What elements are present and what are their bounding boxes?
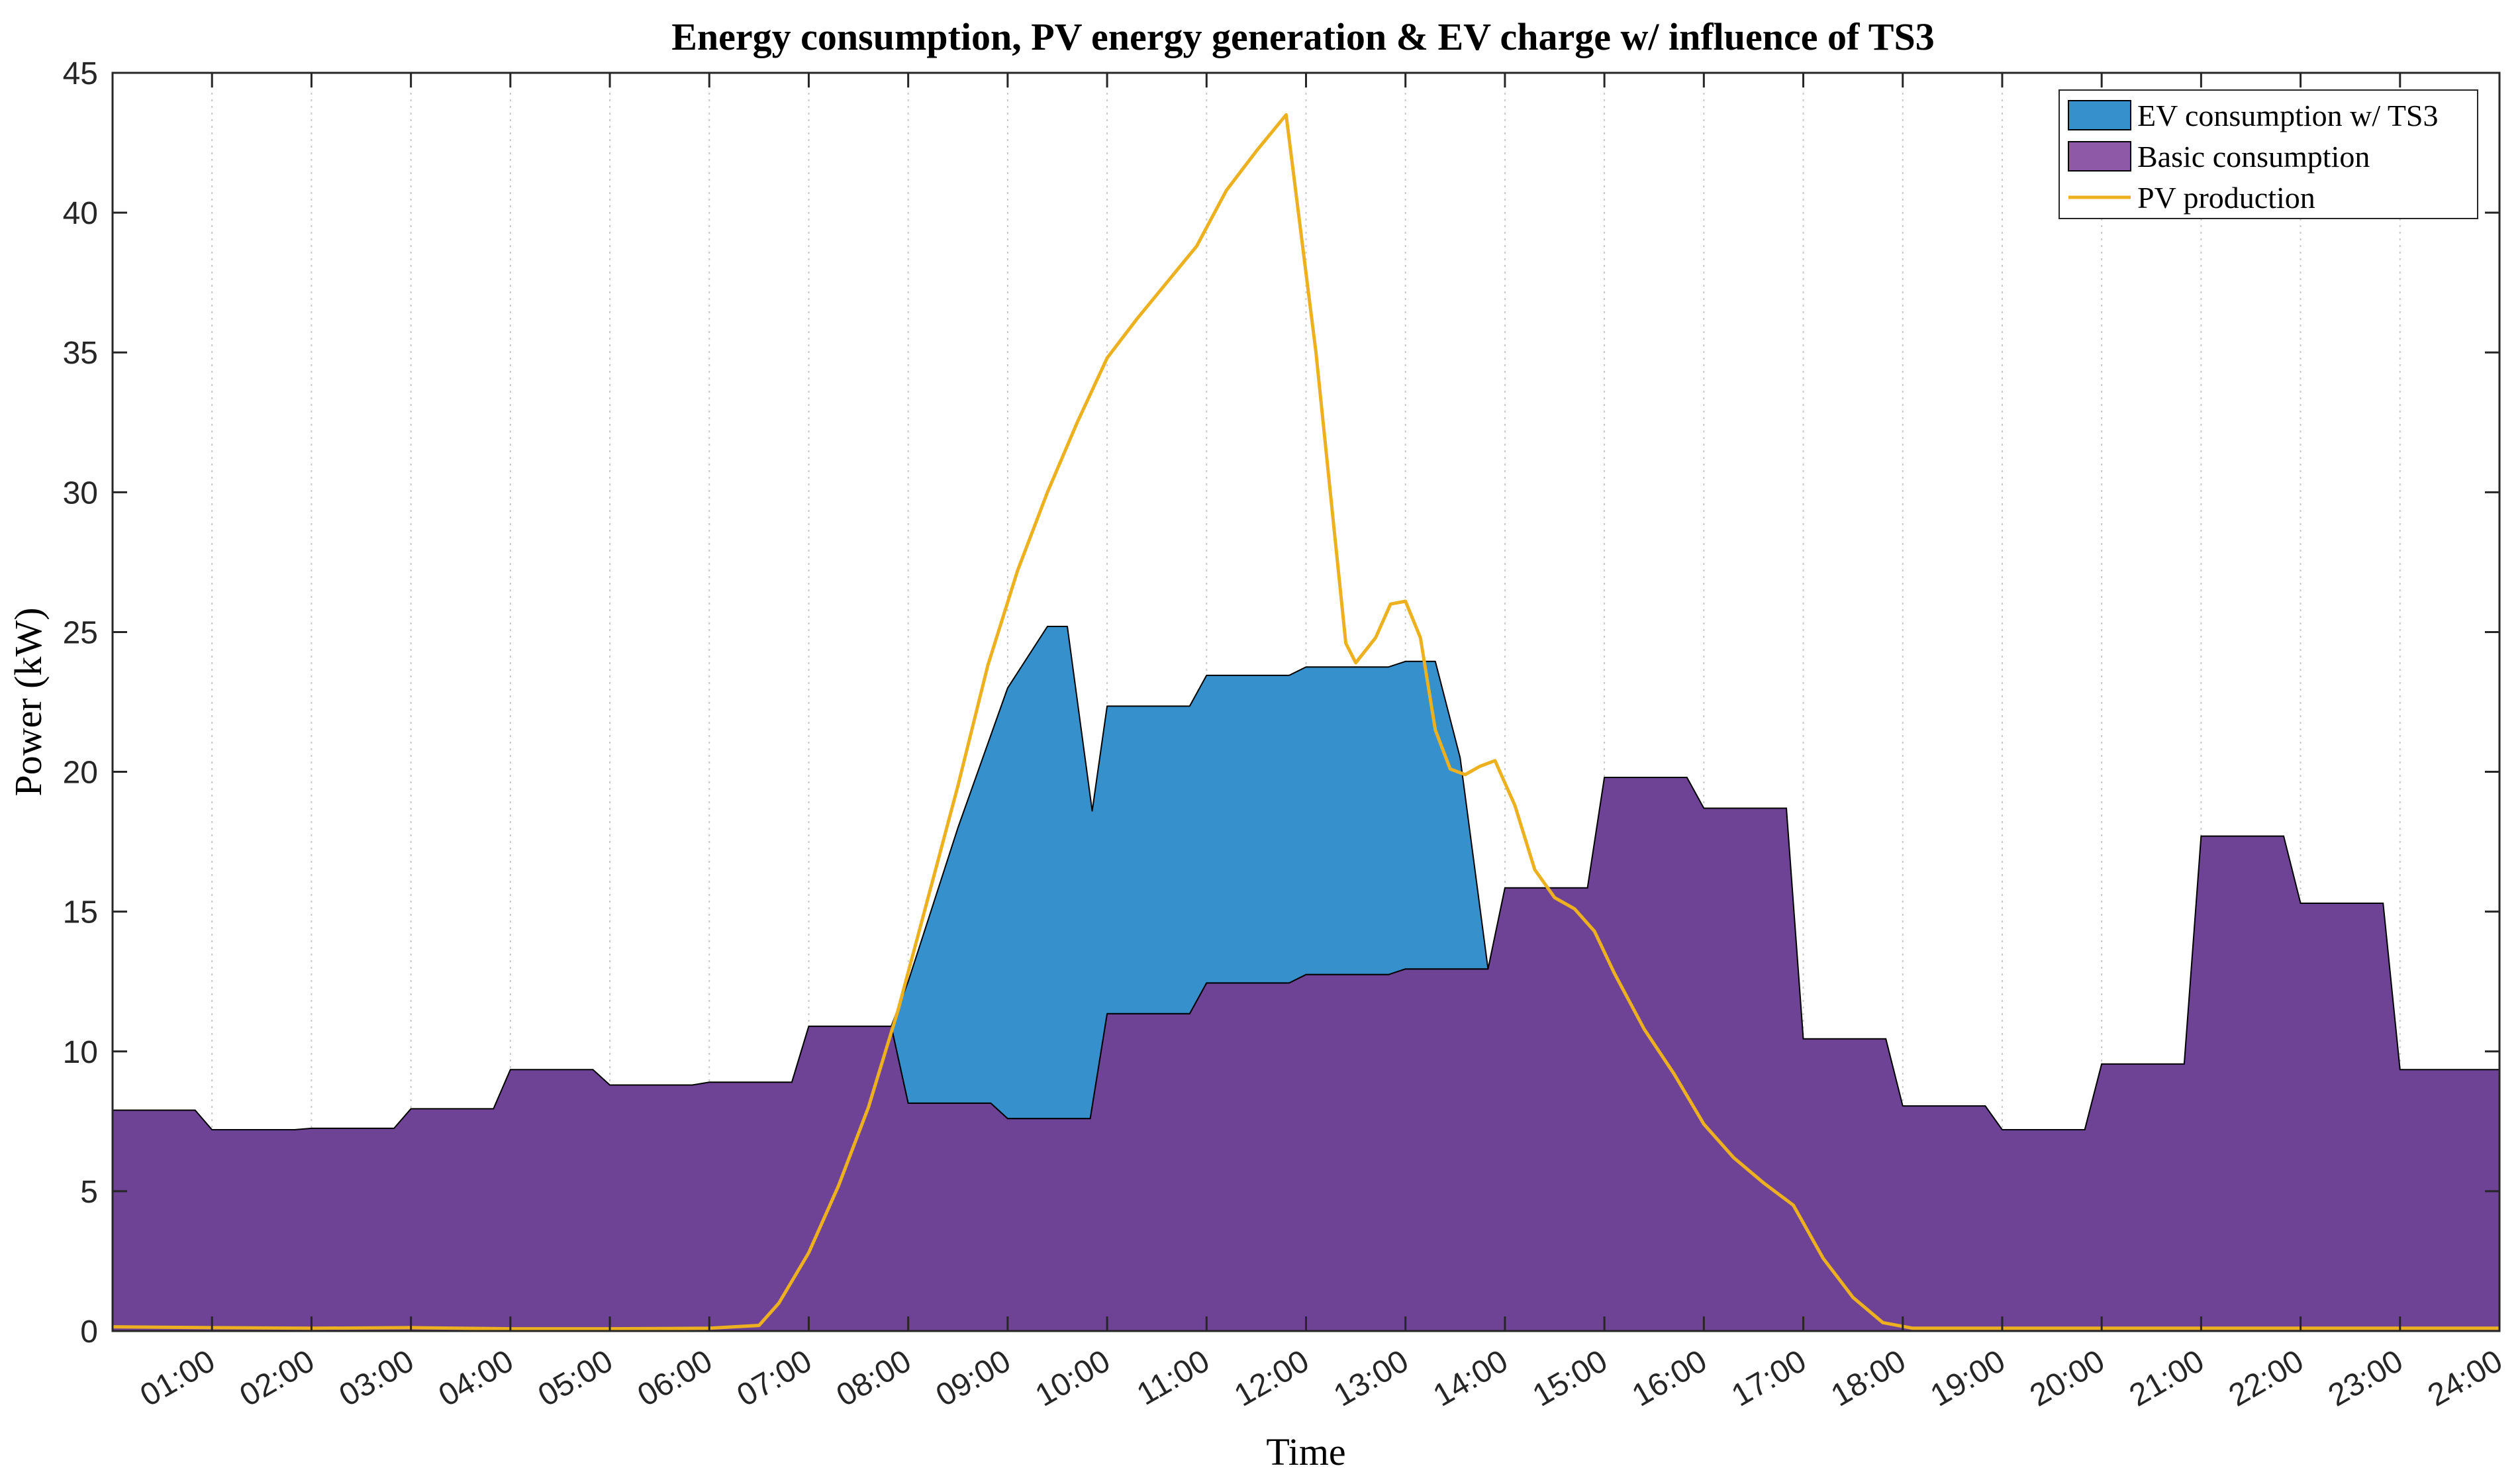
ev-consumption-area (891, 626, 1489, 1120)
y-axis-title: Power (kW) (7, 607, 50, 796)
chart-title: Energy consumption, PV energy generation… (671, 15, 1935, 58)
legend-items: EV consumption w/ TS3 Basic consumption PV… (2068, 99, 2439, 215)
y-tick-label-45: 45 (63, 56, 98, 91)
y-tick-label-30: 30 (63, 475, 98, 511)
legend-swatch-2 (2068, 141, 2131, 172)
axis-ticks (113, 72, 2501, 1332)
y-tick-label-15: 15 (63, 895, 98, 930)
pv-production-line (112, 113, 2499, 1331)
y-tick-label-40: 40 (63, 196, 98, 231)
y-tick-label-5: 5 (80, 1175, 98, 1210)
y-tick-label-25: 25 (63, 615, 98, 650)
y-axis-tick-labels: 0 5 10 15 20 25 30 35 40 45 (63, 56, 98, 1350)
y-tick-label-20: 20 (63, 756, 98, 791)
y-tick-label-35: 35 (63, 336, 98, 371)
legend-label-3: PV production (2137, 181, 2315, 215)
y-tick-label-0: 0 (80, 1314, 98, 1350)
legend-label-1: EV consumption w/ TS3 (2137, 99, 2439, 132)
legend-label-2: Basic consumption (2137, 140, 2370, 173)
legend-swatch-1 (2068, 100, 2131, 130)
y-tick-label-10: 10 (63, 1035, 98, 1070)
legend: EV consumption w/ TS3 Basic consumption PV… (2059, 89, 2478, 219)
plot-area (111, 72, 2501, 1332)
x-axis-title: Time (1266, 1430, 1345, 1473)
